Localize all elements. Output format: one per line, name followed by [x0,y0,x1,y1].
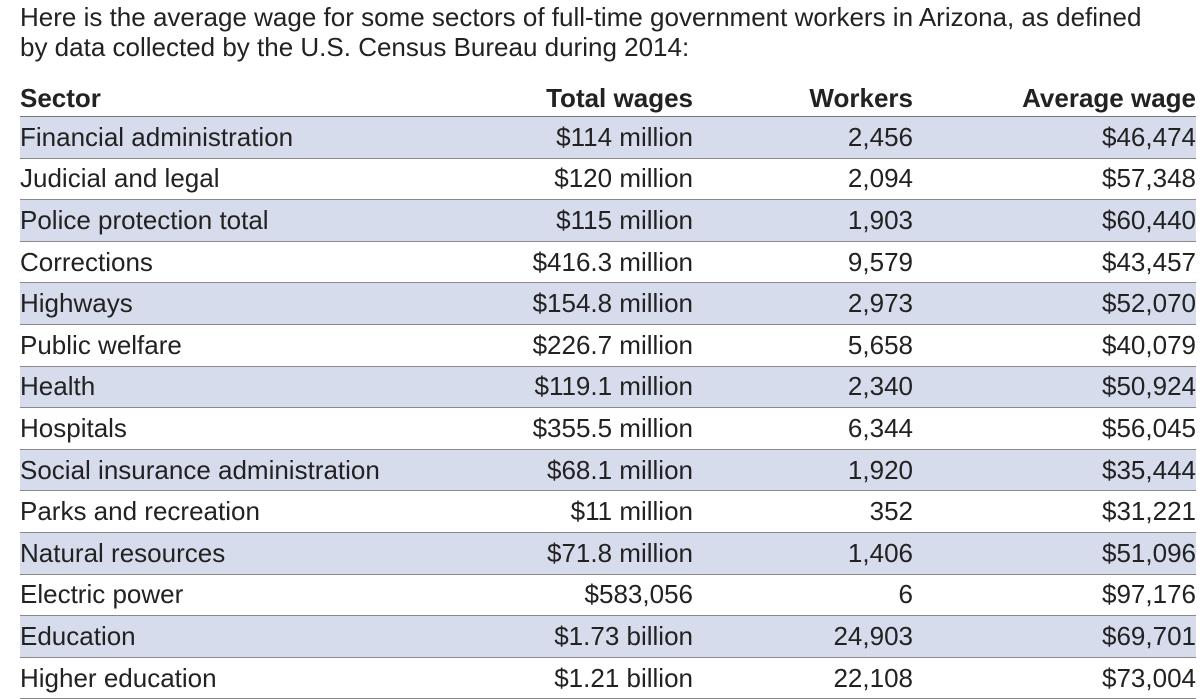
table-cell: 2,094 [693,158,913,201]
table-cell: 2,456 [693,116,913,159]
table-row: Police protection total $115 million 1,903… [20,199,1196,242]
table-cell: 1,920 [693,449,913,492]
table-row: Health $119.1 million 2,340 $50,924 [20,366,1196,409]
table-cell: $114 million [440,116,693,159]
table-cell: $226.7 million [440,324,693,367]
table-cell: $57,348 [913,158,1196,201]
table-cell: $120 million [440,158,693,201]
table-cell: Social insurance administration [20,449,440,492]
table-cell: 9,579 [693,241,913,284]
table-cell: 1,406 [693,532,913,575]
table-row: Social insurance administration $68.1 mil… [20,449,1196,492]
column-header: Workers [693,80,913,117]
table-cell: $56,045 [913,407,1196,450]
table-cell: $115 million [440,199,693,242]
table-cell: Parks and recreation [20,490,440,533]
table-cell: $154.8 million [440,282,693,325]
table-row: Public welfare $226.7 million 5,658 $40,079 [20,324,1196,367]
table-cell: 24,903 [693,615,913,658]
table-cell: $416.3 million [440,241,693,284]
table-cell: $50,924 [913,366,1196,409]
table-cell: $69,701 [913,615,1196,658]
table-row: Parks and recreation $11 million 352 $31,22… [20,490,1196,533]
table-cell: $1.73 billion [440,615,693,658]
table-cell: 6 [693,574,913,617]
table-cell: $583,056 [440,574,693,617]
table-cell: $35,444 [913,449,1196,492]
table-cell: $355.5 million [440,407,693,450]
column-header: Total wages [440,80,693,117]
table-row: Natural resources $71.8 million 1,406 $51,0… [20,532,1196,575]
table-cell: $52,070 [913,282,1196,325]
table-cell: $71.8 million [440,532,693,575]
table-cell: $1.21 billion [440,657,693,699]
page: Here is the average wage for some sector… [20,2,1196,699]
table-cell: Police protection total [20,199,440,242]
table-cell: $97,176 [913,574,1196,617]
table-row: Higher education $1.21 billion 22,108 $73,0… [20,657,1196,699]
table-cell: Electric power [20,574,440,617]
column-header: Average wage [913,80,1196,117]
table-row: Judicial and legal $120 million 2,094 $57,3… [20,158,1196,201]
column-header: Sector [20,80,440,117]
table-cell: 1,903 [693,199,913,242]
table-row: Highways $154.8 million 2,973 $52,070 [20,282,1196,325]
table-cell: 2,340 [693,366,913,409]
table-cell: Public welfare [20,324,440,367]
table-cell: 5,658 [693,324,913,367]
table-cell: Corrections [20,241,440,284]
table-cell: $68.1 million [440,449,693,492]
table-body: Financial administration $114 million 2,45… [20,116,1196,699]
table-cell: Natural resources [20,532,440,575]
table-cell: 2,973 [693,282,913,325]
header-row: Sector Total wages Workers Average wage [20,80,1196,117]
table-cell: Hospitals [20,407,440,450]
table-cell: $31,221 [913,490,1196,533]
table-cell: $40,079 [913,324,1196,367]
table-row: Financial administration $114 million 2,45… [20,116,1196,159]
table-row: Education $1.73 billion 24,903 $69,701 [20,615,1196,658]
table-cell: Highways [20,282,440,325]
table-cell: $11 million [440,490,693,533]
table-cell: Judicial and legal [20,158,440,201]
table-cell: Higher education [20,657,440,699]
table-cell: 352 [693,490,913,533]
table-cell: $73,004 [913,657,1196,699]
intro-text: Here is the average wage for some sector… [20,2,1142,62]
table-row: Electric power $583,056 6 $97,176 [20,574,1196,617]
table-cell: 22,108 [693,657,913,699]
table-cell: Financial administration [20,116,440,159]
table-cell: $51,096 [913,532,1196,575]
table-cell: Health [20,366,440,409]
table-cell: $119.1 million [440,366,693,409]
table-row: Hospitals $355.5 million 6,344 $56,045 [20,407,1196,450]
wage-table: Sector Total wages Workers Average wage Fin… [20,80,1196,699]
table-cell: $43,457 [913,241,1196,284]
table-cell: Education [20,615,440,658]
table-row: Corrections $416.3 million 9,579 $43,457 [20,241,1196,284]
table-cell: $60,440 [913,199,1196,242]
table-header: Sector Total wages Workers Average wage [20,80,1196,117]
table-cell: 6,344 [693,407,913,450]
table-cell: $46,474 [913,116,1196,159]
